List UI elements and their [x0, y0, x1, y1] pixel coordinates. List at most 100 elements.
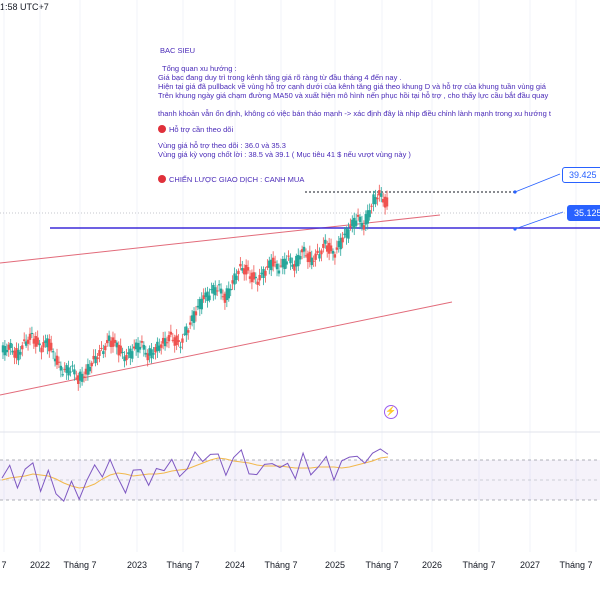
candle-body [77, 375, 80, 384]
candle-body [53, 358, 57, 362]
lightning-icon[interactable]: ⚡ [384, 405, 398, 419]
candle-body [262, 269, 265, 279]
candle-body [127, 352, 130, 355]
red-circle-icon [158, 175, 166, 183]
x-tick-label: 2022 [29, 560, 51, 570]
support-line-2: Vùng giá kỳ vọng chốt lời : 38.5 và 39.1… [158, 150, 411, 159]
candle-body [298, 256, 302, 260]
candle-body [19, 351, 22, 355]
candle-body [55, 355, 59, 365]
candle-body [246, 267, 250, 271]
candle-body [297, 254, 300, 267]
candle-body [314, 253, 317, 260]
candle-body [102, 351, 105, 355]
candle-body [63, 368, 66, 370]
candle-body [289, 257, 292, 264]
candle-body [44, 340, 47, 343]
candle-body [237, 270, 240, 275]
rsi-ma-line [1, 456, 389, 489]
candle-body [177, 340, 180, 343]
candle-body [90, 362, 93, 367]
candle-body [158, 345, 161, 351]
x-tick-label: Tháng 7 [365, 560, 399, 570]
candle-body [295, 255, 298, 267]
candle-body [204, 292, 207, 298]
candle-body [36, 337, 39, 345]
candle-body [337, 241, 340, 248]
candle-body [179, 346, 182, 348]
candle-body [111, 337, 115, 347]
candle-body [140, 341, 144, 343]
candle-body [233, 273, 236, 285]
candle-body [32, 338, 36, 344]
candle-body [235, 275, 238, 280]
candle-body [192, 311, 196, 323]
recent-high-price-tag[interactable]: 39.425 [562, 167, 600, 183]
candle-body [75, 377, 78, 379]
candle-body [248, 276, 252, 279]
candle-body [86, 364, 90, 375]
candle-body [383, 196, 387, 208]
candle-body [308, 251, 312, 263]
candle-body [215, 290, 219, 292]
candle-body [171, 339, 175, 341]
candle-body [287, 255, 290, 257]
candle-body [34, 336, 37, 347]
candle-body [324, 239, 327, 244]
candle-body [133, 346, 136, 349]
candle-body [343, 233, 346, 236]
support-price-tag[interactable]: 35.125 [567, 205, 600, 221]
candle-body [121, 351, 124, 353]
candle-body [175, 335, 178, 346]
candle-body [231, 280, 234, 284]
candle-body [15, 348, 18, 359]
candle-body [227, 288, 230, 299]
note-title: BAC SIEU [160, 46, 196, 55]
candle-body [115, 342, 119, 348]
candle-body [381, 198, 385, 203]
candle-body [13, 350, 16, 358]
candle-body [372, 194, 375, 205]
candle-body [42, 342, 45, 348]
candle-body [26, 339, 30, 344]
candle-body [316, 250, 319, 254]
candle-body [146, 353, 149, 361]
candle-body [320, 250, 323, 255]
candle-body [239, 263, 242, 267]
candle-body [17, 349, 20, 361]
candle-body [190, 315, 194, 322]
candle-body [194, 311, 198, 316]
candle-body [380, 193, 383, 197]
candle-body [366, 210, 369, 224]
candle-body [214, 287, 217, 296]
candle-body [206, 291, 209, 302]
candle-body [368, 210, 371, 218]
candle-body [212, 285, 215, 294]
candle-body [347, 229, 350, 239]
candle-body [109, 340, 113, 348]
red-circle-icon [158, 125, 166, 133]
candle-body [67, 367, 70, 376]
candle-body [9, 342, 12, 349]
candle-body [310, 257, 313, 266]
candle-body [169, 331, 173, 335]
candle-body [7, 344, 10, 350]
candle-body [1, 345, 5, 353]
x-tick-label: 2027 [519, 560, 541, 570]
candle-body [142, 344, 146, 350]
candle-body [167, 335, 171, 342]
channel-lower-line [0, 301, 453, 396]
x-tick-label: 2023 [126, 560, 148, 570]
x-tick-label: 2025 [324, 560, 346, 570]
candle-body [160, 344, 163, 348]
candle-body [345, 228, 348, 238]
candle-body [198, 299, 202, 309]
candle-body [84, 368, 88, 375]
support-line-1: Vùng giá hỗ trợ theo dõi : 36.0 và 35.3 [158, 141, 286, 150]
candle-body [5, 349, 9, 353]
candle-body [69, 371, 72, 373]
candle-body [154, 347, 157, 353]
support-heading-text: Hỗ trợ cần theo dõi [169, 125, 234, 134]
x-tick-label: 2026 [421, 560, 443, 570]
